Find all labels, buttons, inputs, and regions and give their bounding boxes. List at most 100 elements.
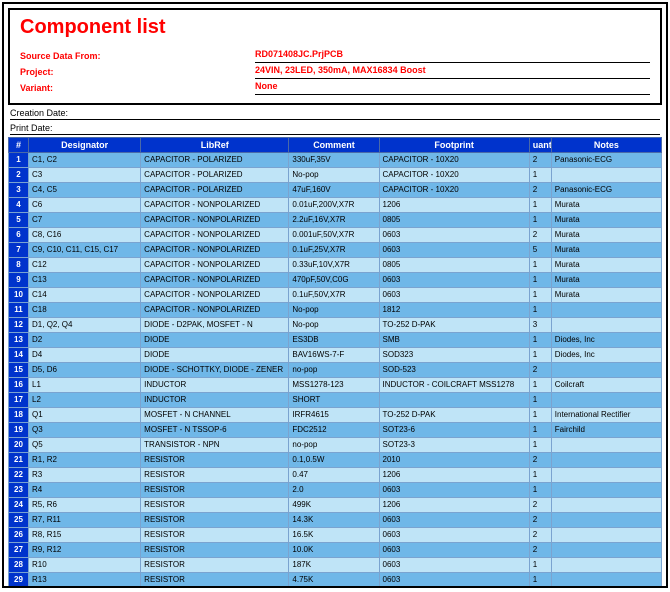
table-row: 3C4, C5CAPACITOR - POLARIZED47uF,160VCAP…	[9, 183, 662, 198]
table-cell: 1	[529, 348, 551, 363]
table-cell	[551, 588, 661, 589]
table-cell	[551, 513, 661, 528]
table-cell: 2	[529, 528, 551, 543]
table-cell: Murata	[551, 198, 661, 213]
row-index: 22	[9, 468, 29, 483]
table-cell: 0603	[379, 273, 529, 288]
table-cell: D4	[29, 348, 141, 363]
table-cell: 2	[529, 228, 551, 243]
column-header: Designator	[29, 138, 141, 153]
table-cell: 0.47	[289, 468, 379, 483]
table-cell: 1206	[379, 468, 529, 483]
meta-label: Project:	[20, 65, 255, 79]
table-cell	[551, 318, 661, 333]
table-cell: R7, R11	[29, 513, 141, 528]
table-cell: 0603	[379, 228, 529, 243]
table-cell: CAPACITOR - NONPOLARIZED	[141, 258, 289, 273]
table-cell: 1	[529, 213, 551, 228]
table-cell: 1	[529, 273, 551, 288]
table-cell: 1	[529, 378, 551, 393]
row-index: 30	[9, 588, 29, 589]
table-cell: International Rectifier	[551, 408, 661, 423]
table-cell: C12	[29, 258, 141, 273]
table-cell: DIODE - SCHOTTKY, DIODE - ZENER	[141, 363, 289, 378]
table-cell: R3	[29, 468, 141, 483]
row-index: 29	[9, 573, 29, 588]
table-row: 25R7, R11RESISTOR14.3K06032	[9, 513, 662, 528]
print-date-row: Print Date:	[10, 122, 660, 135]
meta-label: Source Data From:	[20, 49, 255, 63]
table-cell: TRANSISTOR - NPN	[141, 438, 289, 453]
table-cell: 0603	[379, 483, 529, 498]
table-cell: CAPACITOR - NONPOLARIZED	[141, 303, 289, 318]
table-row: 21R1, R2RESISTOR0.1,0.5W20102	[9, 453, 662, 468]
table-cell: 1	[529, 168, 551, 183]
table-cell: CAPACITOR - NONPOLARIZED	[141, 243, 289, 258]
table-cell	[551, 528, 661, 543]
table-cell: 1	[529, 393, 551, 408]
table-cell: 2	[529, 498, 551, 513]
table-cell: C14	[29, 288, 141, 303]
table-cell: D2	[29, 333, 141, 348]
table-cell: CAPACITOR - NONPOLARIZED	[141, 198, 289, 213]
table-cell: C8, C16	[29, 228, 141, 243]
table-cell: 1	[529, 303, 551, 318]
meta-row: Project:24VIN, 23LED, 350mA, MAX16834 Bo…	[20, 63, 650, 79]
table-cell: R4	[29, 483, 141, 498]
table-cell: 1	[529, 333, 551, 348]
table-cell: Murata	[551, 258, 661, 273]
table-cell: 2.2uF,16V,X7R	[289, 213, 379, 228]
row-index: 27	[9, 543, 29, 558]
row-index: 16	[9, 378, 29, 393]
row-index: 11	[9, 303, 29, 318]
table-cell: RESISTOR	[141, 468, 289, 483]
table-cell: 330uF,35V	[289, 153, 379, 168]
table-cell: CAPACITOR - NONPOLARIZED	[141, 288, 289, 303]
row-index: 5	[9, 213, 29, 228]
table-cell: 0603	[379, 543, 529, 558]
table-cell: 0603	[379, 513, 529, 528]
table-cell: no-pop	[289, 363, 379, 378]
table-cell: D1, Q2, Q4	[29, 318, 141, 333]
table-cell: C6	[29, 198, 141, 213]
table-cell: SOD323	[379, 348, 529, 363]
meta-value: 24VIN, 23LED, 350mA, MAX16834 Boost	[255, 63, 650, 79]
table-cell: 0.33uF,10V,X7R	[289, 258, 379, 273]
table-cell: RESISTOR	[141, 513, 289, 528]
table-row: 12D1, Q2, Q4DIODE - D2PAK, MOSFET - NNo-…	[9, 318, 662, 333]
table-cell: Diodes, Inc	[551, 333, 661, 348]
table-row: 15D5, D6DIODE - SCHOTTKY, DIODE - ZENERn…	[9, 363, 662, 378]
row-index: 26	[9, 528, 29, 543]
table-cell: Murata	[551, 273, 661, 288]
document-frame: Component list Source Data From:RD071408…	[2, 2, 668, 588]
table-cell: Q1	[29, 408, 141, 423]
table-cell	[551, 393, 661, 408]
row-index: 18	[9, 408, 29, 423]
row-index: 9	[9, 273, 29, 288]
table-row: 16L1INDUCTORMSS1278-123INDUCTOR - COILCR…	[9, 378, 662, 393]
table-cell: Panasonic-ECG	[551, 153, 661, 168]
table-cell	[551, 468, 661, 483]
table-cell: 10.0K	[289, 543, 379, 558]
meta-value: RD071408JC.PrjPCB	[255, 47, 650, 63]
table-cell: R1, R2	[29, 453, 141, 468]
table-cell: 1	[529, 573, 551, 588]
table-cell: 5	[529, 243, 551, 258]
table-cell: L1	[29, 378, 141, 393]
table-cell: 20.5K	[289, 588, 379, 589]
table-cell: 0.001uF,50V,X7R	[289, 228, 379, 243]
column-header: Footprint	[379, 138, 529, 153]
row-index: 17	[9, 393, 29, 408]
meta-block: Source Data From:RD071408JC.PrjPCBProjec…	[20, 47, 650, 95]
table-row: 2C3CAPACITOR - POLARIZEDNo-popCAPACITOR …	[9, 168, 662, 183]
table-cell: CAPACITOR - POLARIZED	[141, 168, 289, 183]
table-cell: ES3DB	[289, 333, 379, 348]
row-index: 12	[9, 318, 29, 333]
row-index: 7	[9, 243, 29, 258]
table-row: 28R10RESISTOR187K06031	[9, 558, 662, 573]
table-cell: 2	[529, 153, 551, 168]
row-index: 13	[9, 333, 29, 348]
table-cell: C4, C5	[29, 183, 141, 198]
table-cell: Murata	[551, 243, 661, 258]
row-index: 20	[9, 438, 29, 453]
